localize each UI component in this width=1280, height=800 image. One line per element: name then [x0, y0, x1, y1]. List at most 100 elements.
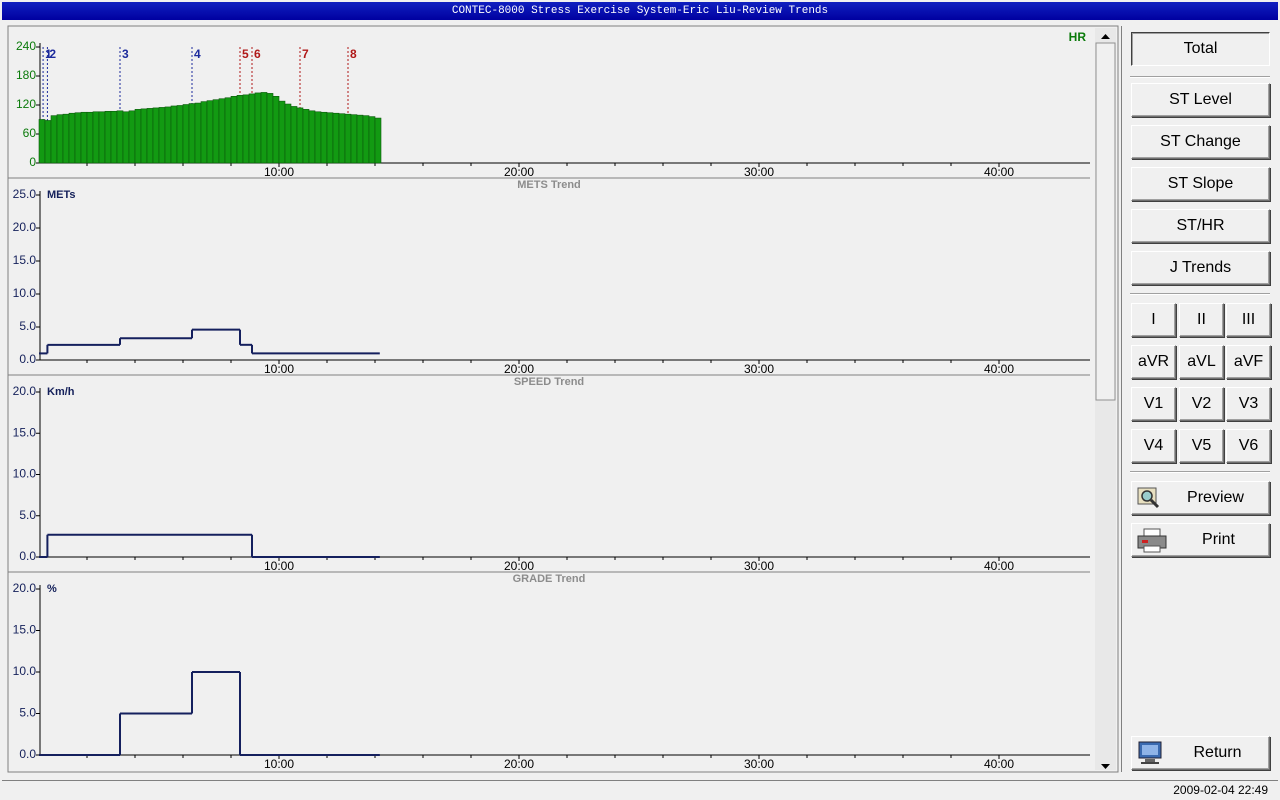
- lead-button-label: I: [1151, 311, 1156, 328]
- y-tick-label: 5.0: [19, 319, 36, 333]
- lead-button[interactable]: I: [1131, 303, 1176, 337]
- chart-title: GRADE Trend: [513, 573, 586, 585]
- lead-button[interactable]: V6: [1226, 429, 1271, 463]
- event-label: 8: [350, 47, 357, 61]
- lead-button[interactable]: V2: [1179, 387, 1224, 421]
- lead-button-label: aVR: [1137, 353, 1170, 370]
- y-tick-label: 20.0: [13, 384, 37, 398]
- lead-button-label: V1: [1143, 395, 1164, 412]
- x-tick-label: 10:00: [264, 362, 294, 376]
- view-button[interactable]: ST Level: [1131, 83, 1270, 117]
- y-tick-label: 15.0: [13, 425, 37, 439]
- view-button[interactable]: ST Change: [1131, 125, 1270, 159]
- scroll-up[interactable]: [1101, 34, 1110, 39]
- lead-button[interactable]: III: [1226, 303, 1271, 337]
- y-tick-label: 20.0: [13, 220, 37, 234]
- hr-bar: [182, 104, 190, 164]
- hr-bar: [176, 105, 184, 164]
- separator: [1130, 76, 1270, 78]
- view-button-label: ST Change: [1160, 133, 1241, 150]
- chart-title: SPEED Trend: [514, 376, 584, 388]
- hr-bar: [236, 95, 244, 164]
- hr-bar: [98, 111, 106, 164]
- y-tick-label: 20.0: [13, 581, 37, 595]
- hr-bar: [338, 113, 346, 164]
- hr-bar: [146, 108, 154, 164]
- hr-bar: [272, 96, 280, 164]
- hr-bar: [68, 112, 76, 164]
- x-tick-label: 30:00: [744, 757, 774, 771]
- hr-bar: [86, 111, 94, 164]
- x-tick-label: 40:00: [984, 757, 1014, 771]
- lead-button-label: aVL: [1187, 353, 1216, 370]
- action-button[interactable]: Preview: [1131, 481, 1270, 515]
- chart-title: METS Trend: [517, 179, 581, 191]
- hr-bar: [278, 100, 286, 164]
- y-tick-label: 15.0: [13, 623, 37, 637]
- event-label: 6: [254, 47, 261, 61]
- separator: [1130, 471, 1270, 473]
- hr-bar: [350, 114, 358, 164]
- hr-bar: [152, 107, 160, 164]
- y-tick-label: 25.0: [13, 187, 37, 201]
- hr-bar: [230, 96, 238, 164]
- lead-button[interactable]: V1: [1131, 387, 1176, 421]
- x-tick-label: 30:00: [744, 559, 774, 573]
- lead-button-label: aVF: [1233, 353, 1264, 370]
- y-axis-label: METs: [47, 189, 76, 201]
- hr-bar: [44, 120, 52, 164]
- x-tick-label: 30:00: [744, 362, 774, 376]
- lead-button[interactable]: V3: [1226, 387, 1271, 421]
- x-tick-label: 20:00: [504, 559, 534, 573]
- y-tick-label: 5.0: [19, 706, 36, 720]
- hr-bar: [374, 117, 382, 164]
- hr-bar: [200, 101, 208, 164]
- lead-button[interactable]: V5: [1179, 429, 1224, 463]
- return-icon: [1138, 741, 1162, 764]
- x-tick-label: 10:00: [264, 165, 294, 179]
- lead-button-label: V6: [1238, 437, 1259, 454]
- x-tick-label: 20:00: [504, 757, 534, 771]
- view-button-label: ST Level: [1169, 91, 1232, 108]
- hr-bar: [356, 114, 364, 164]
- event-label: 7: [302, 47, 309, 61]
- hr-bar: [194, 102, 202, 164]
- lead-button-label: V2: [1191, 395, 1212, 412]
- action-button-label: Preview: [1187, 489, 1244, 506]
- hr-bar: [104, 110, 112, 164]
- y-tick-label: 0.0: [19, 549, 36, 563]
- lead-button[interactable]: aVL: [1179, 345, 1224, 379]
- x-tick-label: 20:00: [504, 362, 534, 376]
- x-tick-label: 40:00: [984, 362, 1014, 376]
- scroll-thumb[interactable]: [1095, 42, 1116, 401]
- hr-bar: [110, 110, 118, 164]
- y-tick-label: 10.0: [13, 467, 37, 481]
- view-button[interactable]: J Trends: [1131, 251, 1270, 285]
- scroll-down[interactable]: [1101, 764, 1110, 769]
- lead-button[interactable]: aVR: [1131, 345, 1176, 379]
- hr-bar: [134, 109, 142, 164]
- hr-bar: [266, 93, 274, 164]
- y-tick-label: 60: [23, 126, 37, 140]
- side-panel: Total ST Level ST Change ST Slope ST/HR J Tre…: [1121, 26, 1278, 772]
- x-tick-label: 30:00: [744, 165, 774, 179]
- y-axis-label: Km/h: [47, 386, 75, 398]
- lead-button[interactable]: V4: [1131, 429, 1176, 463]
- y-axis-label: %: [47, 583, 57, 595]
- y-tick-label: 10.0: [13, 664, 37, 678]
- lead-button[interactable]: II: [1179, 303, 1224, 337]
- view-button[interactable]: Total: [1131, 32, 1270, 66]
- return-button[interactable]: Return: [1131, 736, 1270, 770]
- y-tick-label: 0.0: [19, 747, 36, 761]
- y-tick-label: 120: [16, 97, 36, 111]
- hr-bar: [296, 107, 304, 164]
- lead-button-label: II: [1197, 311, 1206, 328]
- hr-bar: [326, 112, 334, 164]
- view-button[interactable]: ST Slope: [1131, 167, 1270, 201]
- lead-button[interactable]: aVF: [1226, 345, 1271, 379]
- action-button[interactable]: Print: [1131, 523, 1270, 557]
- view-button[interactable]: ST/HR: [1131, 209, 1270, 243]
- x-tick-label: 40:00: [984, 165, 1014, 179]
- hr-bar: [188, 103, 196, 164]
- lead-button-label: III: [1241, 311, 1256, 328]
